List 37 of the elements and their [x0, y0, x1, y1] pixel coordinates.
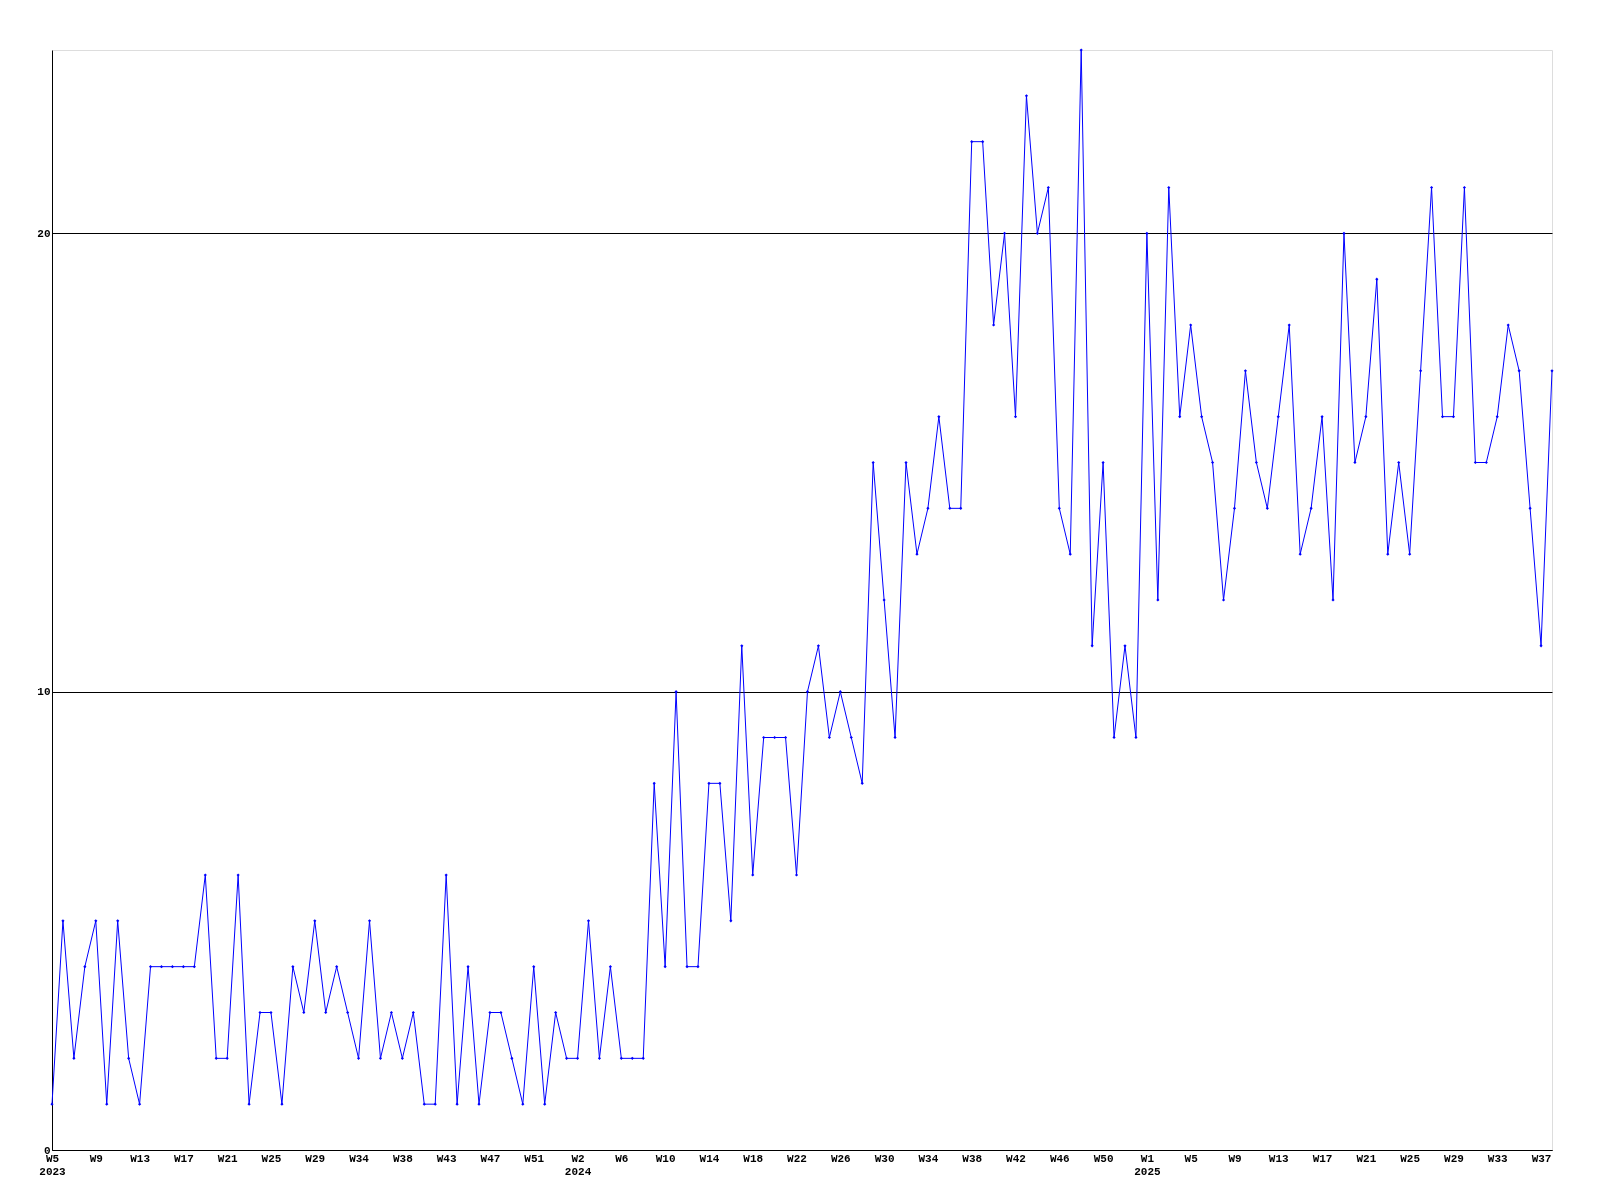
x-tick-label: W6 — [615, 1152, 629, 1165]
x-tick-label: W22 — [787, 1152, 807, 1165]
x-tick-label: W29 — [305, 1152, 326, 1165]
x-tick-label: W51 — [524, 1152, 545, 1165]
x-tick-label: W33 — [1487, 1152, 1509, 1165]
x-tick-label: W5 2023 — [39, 1152, 67, 1178]
x-tick-label: W46 — [1049, 1152, 1070, 1165]
x-tick-label: W2 2024 — [564, 1152, 592, 1178]
x-tick-label: W17 — [173, 1152, 194, 1165]
x-tick-label: W1 2025 — [1134, 1152, 1161, 1178]
x-tick-label: W50 — [1093, 1152, 1114, 1165]
y-tick-label: 20 — [37, 227, 51, 240]
x-tick-label: W37 — [1531, 1152, 1552, 1165]
x-tick-label: W9 — [1228, 1152, 1242, 1165]
x-tick-label: W38 — [962, 1152, 983, 1165]
x-tick-label: W14 — [699, 1152, 720, 1165]
x-tick-label: W13 — [130, 1152, 151, 1165]
y-tick-label: 10 — [37, 686, 51, 699]
x-tick-label: W47 — [480, 1152, 501, 1165]
x-tick-label: W5 — [1184, 1152, 1199, 1165]
x-tick-label: W34 — [349, 1152, 370, 1165]
x-tick-label: W21 — [217, 1152, 238, 1165]
x-tick-label: W26 — [830, 1152, 851, 1165]
x-tick-label: W10 — [655, 1152, 676, 1165]
x-tick-label: W42 — [1006, 1152, 1026, 1165]
x-tick-label: W13 — [1268, 1152, 1290, 1165]
x-tick-label: W21 — [1356, 1152, 1377, 1165]
x-tick-label: W18 — [743, 1152, 764, 1165]
x-tick-label: W38 — [392, 1152, 414, 1165]
x-tick-label: W43 — [436, 1152, 457, 1165]
x-tick-label: W29 — [1444, 1152, 1464, 1165]
x-tick-label: W9 — [89, 1152, 103, 1165]
x-tick-label: W25 — [261, 1152, 282, 1165]
x-tick-label: W17 — [1312, 1152, 1333, 1165]
x-tick-label: W30 — [874, 1152, 895, 1165]
x-tick-label: W34 — [918, 1152, 939, 1165]
x-tick-label: W25 — [1400, 1152, 1421, 1165]
